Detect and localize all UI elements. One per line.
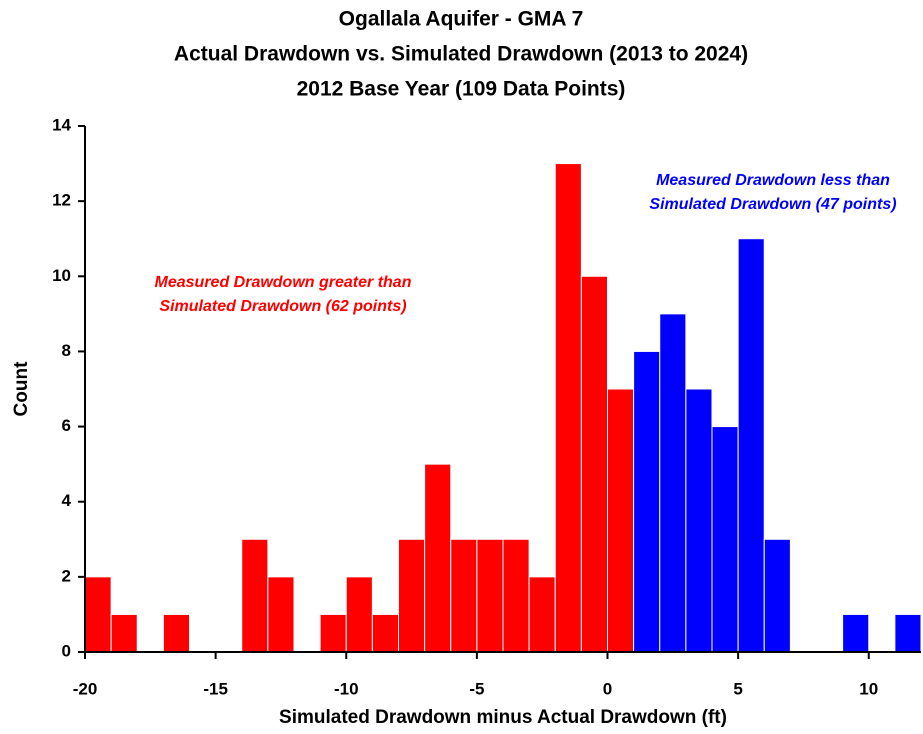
bar [711,426,739,653]
bar [659,313,687,653]
y-tick-label: 6 [62,416,71,435]
bar [763,538,791,653]
annotation: Simulated Drawdown (62 points) [159,298,406,315]
bar [842,613,870,653]
y-tick-label: 10 [52,266,71,285]
x-tick-label: -15 [203,679,228,698]
bar [162,613,190,653]
bar [267,576,295,653]
y-tick-label: 2 [62,566,71,585]
bar [371,613,399,653]
bar [345,576,373,653]
y-tick-label: 8 [62,341,71,360]
bar [685,388,713,653]
bar [84,576,112,653]
x-tick-label: -20 [73,679,98,698]
bar [580,275,608,653]
bar [241,538,269,653]
bar [424,463,452,653]
bar [894,613,922,653]
bar [450,538,478,653]
y-tick-label: 14 [52,115,71,134]
y-axis-label: Count [11,361,32,417]
chart-title: Ogallala Aquifer - GMA 7 [339,8,584,31]
x-tick-label: -5 [469,679,484,698]
bar [554,163,582,653]
bar [398,538,426,653]
y-tick-label: 0 [62,641,71,660]
x-tick-label: 5 [733,679,742,698]
bar [737,238,765,653]
annotation: Simulated Drawdown (47 points) [649,196,896,213]
bar [110,613,138,653]
annotation: Measured Drawdown greater than [155,274,412,291]
y-tick-label: 12 [52,191,71,210]
bar [528,576,556,653]
chart-title: 2012 Base Year (109 Data Points) [297,78,626,101]
x-tick-label: 10 [859,679,878,698]
x-tick-label: -10 [334,679,359,698]
bar [633,350,661,653]
x-axis-label: Simulated Drawdown minus Actual Drawdown… [279,707,727,728]
bar [502,538,530,653]
bar [476,538,504,653]
annotation: Measured Drawdown less than [656,172,890,189]
bar [319,613,347,653]
bar [607,388,635,653]
x-tick-label: 0 [603,679,612,698]
y-tick-label: 4 [62,491,72,510]
chart-title: Actual Drawdown vs. Simulated Drawdown (… [174,43,748,66]
